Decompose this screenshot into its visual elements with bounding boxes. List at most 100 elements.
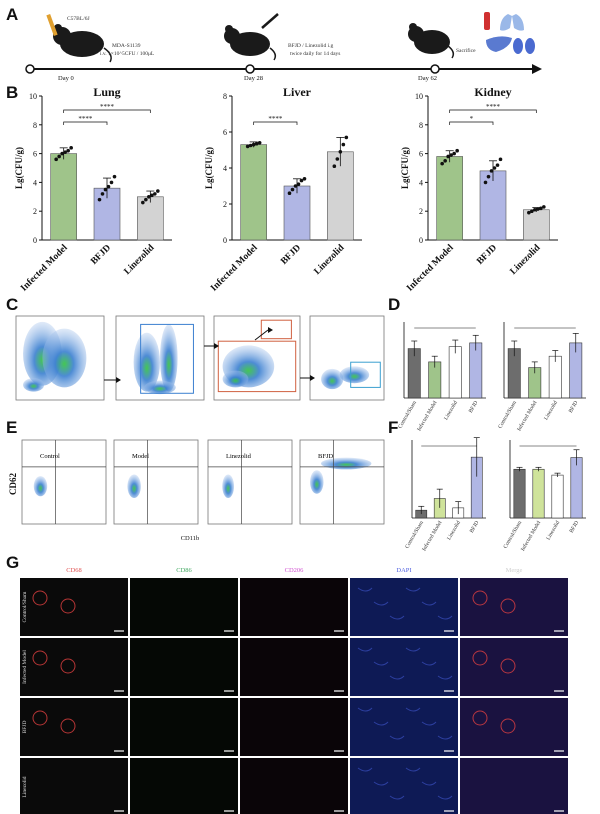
- category-label: Infected Model: [516, 399, 539, 432]
- y-tick-label: 2: [223, 200, 227, 209]
- e-x-axis-label: CD11b: [181, 535, 200, 542]
- y-tick-label: 2: [419, 207, 423, 216]
- timeline-arrow: [532, 64, 542, 74]
- nucleus-texture: [437, 615, 453, 620]
- y-tick-label: 2: [33, 207, 37, 216]
- data-point: [455, 148, 459, 153]
- micrograph: [130, 758, 238, 814]
- density-cloud: [42, 328, 87, 388]
- bar-linezolid: [523, 209, 550, 241]
- data-point: [63, 150, 67, 154]
- data-point: [251, 142, 256, 147]
- data-point: [449, 153, 453, 157]
- data-point: [254, 141, 259, 146]
- step2-line1: BFJD / Linezolid i.g: [288, 43, 333, 49]
- category-label: Linezolid: [543, 400, 559, 421]
- flow-plot-title: Model: [132, 453, 149, 460]
- column-label: CD86: [176, 567, 192, 574]
- density-cloud: [160, 324, 178, 392]
- nucleus-texture: [437, 795, 453, 800]
- nucleus-texture: [389, 735, 405, 740]
- significance-label: ****: [486, 103, 501, 111]
- category-label: BFJD: [568, 400, 580, 414]
- significance-label: ****: [100, 103, 115, 111]
- day-0-label: Day 0: [58, 75, 74, 82]
- y-tick-label: 6: [419, 150, 423, 159]
- panel-label-f: F: [388, 418, 398, 437]
- micrograph: [20, 698, 128, 756]
- step2-line2: twice daily for 14 days: [290, 50, 340, 57]
- data-point: [287, 191, 292, 195]
- stained-cell: [60, 718, 76, 734]
- gate: [217, 340, 297, 393]
- nucleus-texture: [405, 647, 421, 652]
- category-label: Linezolid: [443, 400, 459, 421]
- data-point: [539, 206, 543, 211]
- density-cloud: [321, 368, 344, 390]
- day-28-label: Day 28: [244, 75, 263, 82]
- nucleus-texture: [389, 615, 405, 620]
- panel-e-flow-plots: Control Model Linezolid BFJD CD62 CD11b: [8, 439, 385, 542]
- micrograph: [350, 578, 458, 636]
- chart-title: Kidney: [474, 85, 511, 99]
- density-cloud: [127, 474, 141, 498]
- micrograph: [240, 578, 348, 636]
- row-label: Linezolid: [22, 776, 28, 797]
- micrograph: [350, 698, 458, 756]
- data-point: [332, 164, 337, 168]
- micrograph: [130, 578, 238, 636]
- gate: [140, 323, 194, 394]
- gating-arrowhead: [268, 327, 273, 333]
- data-point: [150, 193, 154, 198]
- data-point: [97, 197, 102, 202]
- data-point: [542, 205, 546, 209]
- y-tick-label: 8: [223, 92, 227, 101]
- flow-plot-c4: [309, 315, 385, 401]
- stained-cell: [472, 590, 488, 606]
- y-tick-label: 0: [33, 236, 37, 245]
- density-cloud: [222, 474, 235, 498]
- stained-cell: [500, 658, 516, 674]
- significance-label: ****: [78, 115, 93, 123]
- category-label: Control/Sham: [397, 399, 418, 429]
- micrograph: [350, 638, 458, 696]
- nucleus-texture: [421, 661, 437, 666]
- micrograph: [130, 638, 238, 696]
- flow-plot-c2: [115, 315, 205, 401]
- gating-arrow: [254, 329, 269, 341]
- bar-linezolid: [327, 151, 354, 241]
- mouse-icon-1: [46, 13, 112, 63]
- category-label: Infected Model: [405, 243, 456, 294]
- chart-kidney: Kidney 0 2 4 6 8 10 Lg(CFU/g) Infected Model BFJD…: [400, 85, 558, 294]
- flow-plot-e-1: Control: [21, 439, 107, 525]
- micrograph: [240, 698, 348, 756]
- data-point: [341, 142, 346, 147]
- category-label: Infected Model: [519, 519, 542, 552]
- data-point: [483, 180, 488, 185]
- stained-cell: [60, 598, 76, 614]
- bar: [570, 457, 583, 519]
- y-tick-label: 6: [33, 150, 37, 159]
- panel-label-e: E: [6, 418, 17, 437]
- row-label: Control/Sham: [22, 591, 28, 623]
- image-cell: [460, 638, 568, 696]
- nucleus-texture: [357, 707, 373, 712]
- data-point: [109, 180, 114, 185]
- category-label: Linezolid: [545, 520, 561, 541]
- category-label: BFJD: [89, 243, 113, 267]
- nucleus-texture: [437, 675, 453, 680]
- image-cell: [240, 638, 348, 696]
- image-cell: [350, 698, 458, 756]
- image-cell: [240, 578, 348, 636]
- y-tick-label: 4: [419, 178, 423, 187]
- data-point: [60, 151, 64, 156]
- panel-label-d: D: [388, 295, 400, 314]
- density-cloud: [23, 378, 45, 392]
- stained-cell: [500, 718, 516, 734]
- data-point: [103, 187, 108, 192]
- category-label: Infected Model: [209, 243, 260, 294]
